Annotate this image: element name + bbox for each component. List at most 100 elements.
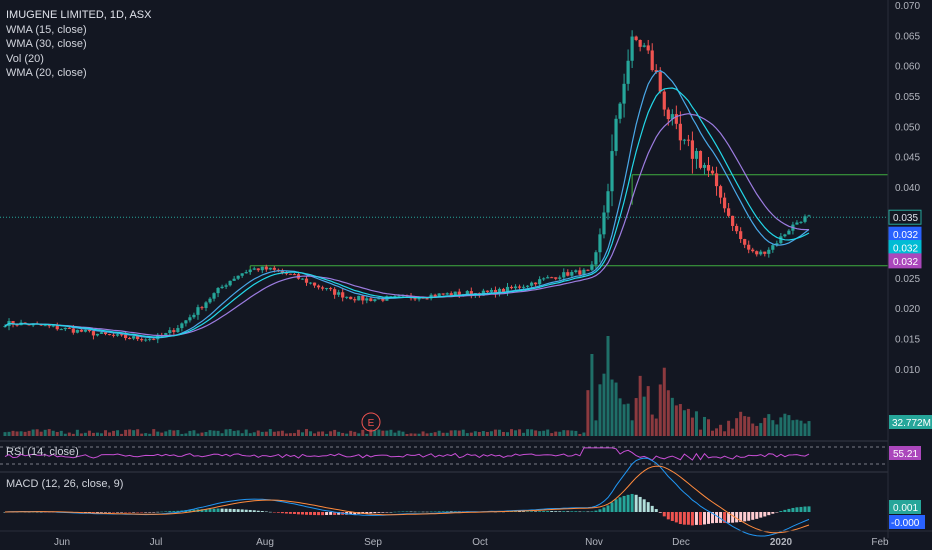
candle-body <box>15 324 19 326</box>
x-tick-label: Jul <box>150 537 163 548</box>
volume-bar <box>485 431 489 436</box>
volume-bar <box>268 429 272 436</box>
legend-symbol[interactable]: IMUGENE LIMITED, 1D, ASX <box>6 9 152 21</box>
volume-bar <box>441 432 445 436</box>
volume-bar <box>172 430 176 436</box>
rsi-pane-label[interactable]: RSI (14, close) <box>6 446 79 458</box>
macd-histogram-bar <box>694 512 698 525</box>
macd-pane-label[interactable]: MACD (12, 26, close, 9) <box>6 478 124 490</box>
volume-bar <box>63 433 67 436</box>
macd-histogram-bar <box>204 509 208 512</box>
volume-bar <box>329 431 333 436</box>
volume-bar <box>606 336 610 436</box>
volume-bar <box>542 430 546 436</box>
legend-wma15[interactable]: WMA (15, close) <box>6 23 87 36</box>
candle-body <box>562 272 566 278</box>
candle-body <box>783 234 787 237</box>
candle-body <box>288 273 293 275</box>
candle-body <box>521 286 526 288</box>
macd-histogram-bar <box>514 511 518 512</box>
volume-bar <box>79 433 83 436</box>
macd-histogram-bar <box>578 511 582 513</box>
y-tick-label: 0.020 <box>895 304 920 315</box>
macd-histogram-bar <box>743 512 747 522</box>
volume-bar <box>445 432 449 436</box>
macd-signal-line <box>4 465 810 534</box>
macd-histogram-bar <box>606 505 610 512</box>
legend-wma30[interactable]: WMA (30, close) <box>6 38 87 50</box>
macd-histogram-bar <box>594 510 598 512</box>
volume-bar <box>31 429 35 436</box>
volume-bar <box>546 429 550 436</box>
candle-body <box>739 231 743 240</box>
candle-body <box>132 336 136 339</box>
volume-bar <box>582 432 586 436</box>
volume-bar <box>71 433 75 436</box>
volume-bar <box>112 430 116 436</box>
candle-body <box>389 296 393 298</box>
legend-wma20[interactable]: WMA (20, close) <box>6 67 87 79</box>
candle-body <box>602 212 606 235</box>
macd-histogram-bar <box>224 508 228 512</box>
volume-bar <box>208 430 212 436</box>
volume-bar <box>309 431 313 436</box>
candle-body <box>220 286 224 289</box>
candle-body <box>775 243 779 246</box>
macd-histogram-bar <box>638 496 642 512</box>
candle-body <box>678 123 682 141</box>
candle-body <box>441 293 445 295</box>
candle-body <box>345 296 349 298</box>
macd-histogram-bar <box>546 511 550 512</box>
candle-body <box>365 298 369 301</box>
volume-bar <box>349 430 353 436</box>
candle-body <box>610 151 614 192</box>
macd-signal-badge-label: -0.000 <box>891 518 920 529</box>
macd-histogram-bar <box>590 511 594 512</box>
volume-bar <box>731 428 735 436</box>
macd-histogram-bar <box>602 507 606 512</box>
candle-body <box>236 275 240 279</box>
macd-histogram-bar <box>260 511 264 512</box>
macd-histogram-bar <box>626 494 630 512</box>
macd-histogram-bar <box>152 512 156 513</box>
volume-bar <box>598 384 602 436</box>
legend-vol[interactable]: Vol (20) <box>6 52 44 65</box>
volume-bar <box>618 398 622 436</box>
volume-bar <box>807 421 811 436</box>
macd-histogram-bar <box>337 512 341 515</box>
candle-body <box>140 339 144 341</box>
x-tick-label: Dec <box>672 537 690 548</box>
macd-histogram-bar <box>248 509 252 512</box>
volume-bar <box>715 428 719 436</box>
volume-bar <box>409 433 413 436</box>
volume-bar <box>264 431 268 436</box>
macd-histogram-bar <box>264 511 268 513</box>
candle-body <box>304 278 309 283</box>
candle-body <box>763 251 767 254</box>
candle-body <box>264 266 268 270</box>
candle-body <box>666 109 670 120</box>
candle-body <box>682 139 686 141</box>
candle-body <box>51 325 55 327</box>
candle-body <box>674 114 678 124</box>
macd-histogram-bar <box>136 512 140 513</box>
macd-histogram-bar <box>542 511 546 512</box>
volume-bar <box>104 430 107 436</box>
candle-body <box>292 274 297 276</box>
candle-body <box>148 338 152 340</box>
macd-histogram-bar <box>715 512 719 523</box>
volume-bar <box>634 398 638 436</box>
x-tick-label: Nov <box>585 537 603 548</box>
volume-bar <box>389 429 393 436</box>
x-tick-label: Sep <box>364 537 382 548</box>
volume-bar <box>429 432 433 436</box>
candle-body <box>240 273 244 276</box>
volume-bar <box>216 430 220 436</box>
volume-bar <box>212 430 216 436</box>
volume-bar <box>244 429 248 436</box>
candle-body <box>799 221 803 223</box>
macd-histogram-bar <box>803 506 807 512</box>
candle-body <box>99 332 104 334</box>
